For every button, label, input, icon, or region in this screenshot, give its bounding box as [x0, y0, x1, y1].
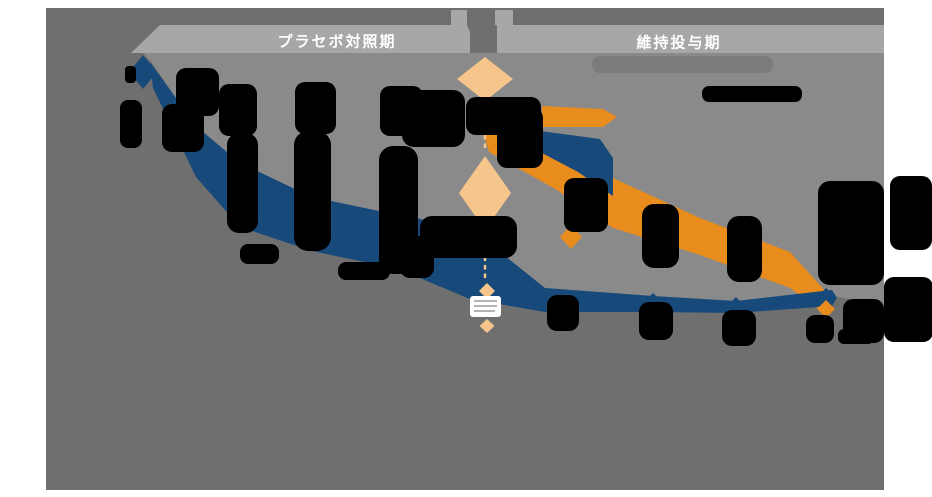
- callout-diamond-bottom: [479, 319, 495, 333]
- illegible-text-blob: [818, 181, 884, 285]
- switch-diamond-main: [459, 156, 511, 230]
- switch-diamond-top: [457, 57, 513, 101]
- orange-end-marker: [817, 300, 835, 318]
- illegible-text-blob: [702, 86, 802, 102]
- phase1-band: [131, 25, 470, 53]
- phase-label-maintenance-period: 維持投与期: [636, 34, 722, 52]
- illegible-text-blob: [497, 108, 543, 168]
- illegible-text-blob-right-margin: [890, 176, 932, 250]
- illegible-subtitle-blob: [592, 56, 773, 73]
- illegible-text-blob: [639, 302, 673, 340]
- illegible-text-blob: [120, 100, 142, 148]
- illegible-text-blob: [219, 84, 257, 136]
- orange-arrow-segment: [542, 106, 617, 127]
- illegible-text-blob: [564, 178, 608, 232]
- illegible-text-blob: [162, 104, 204, 152]
- illegible-text-blob: [420, 216, 517, 258]
- illegible-text-blob: [838, 329, 874, 344]
- illegible-text-blob: [295, 82, 336, 134]
- blue-series-ribbon: [150, 62, 837, 313]
- illegible-text-blob: [227, 133, 258, 233]
- illegible-text-blob: [642, 204, 679, 268]
- blue-end-marker: [816, 288, 836, 308]
- illegible-text-blob: [294, 131, 331, 251]
- illegible-text-blob-right-margin: [884, 277, 932, 342]
- illegible-text-blob: [240, 244, 279, 264]
- band-pillar-right: [495, 10, 513, 26]
- callout-diamond-top: [479, 283, 495, 299]
- blue-start-marker: [129, 55, 157, 89]
- phase-label-placebo-period: プラセボ対照期: [277, 33, 397, 51]
- illegible-text-blob: [727, 216, 762, 282]
- band-pillar-left: [451, 10, 467, 26]
- illegible-text-blob: [400, 236, 434, 278]
- illegible-text-blob: [806, 315, 834, 343]
- illegible-text-blob: [722, 310, 756, 346]
- phase-boundary-notch: [467, 25, 497, 39]
- illegible-text-blob: [402, 90, 465, 147]
- illegible-text-blob: [125, 66, 136, 83]
- illegible-text-blob: [547, 295, 579, 331]
- illegible-text-blob: [338, 262, 390, 280]
